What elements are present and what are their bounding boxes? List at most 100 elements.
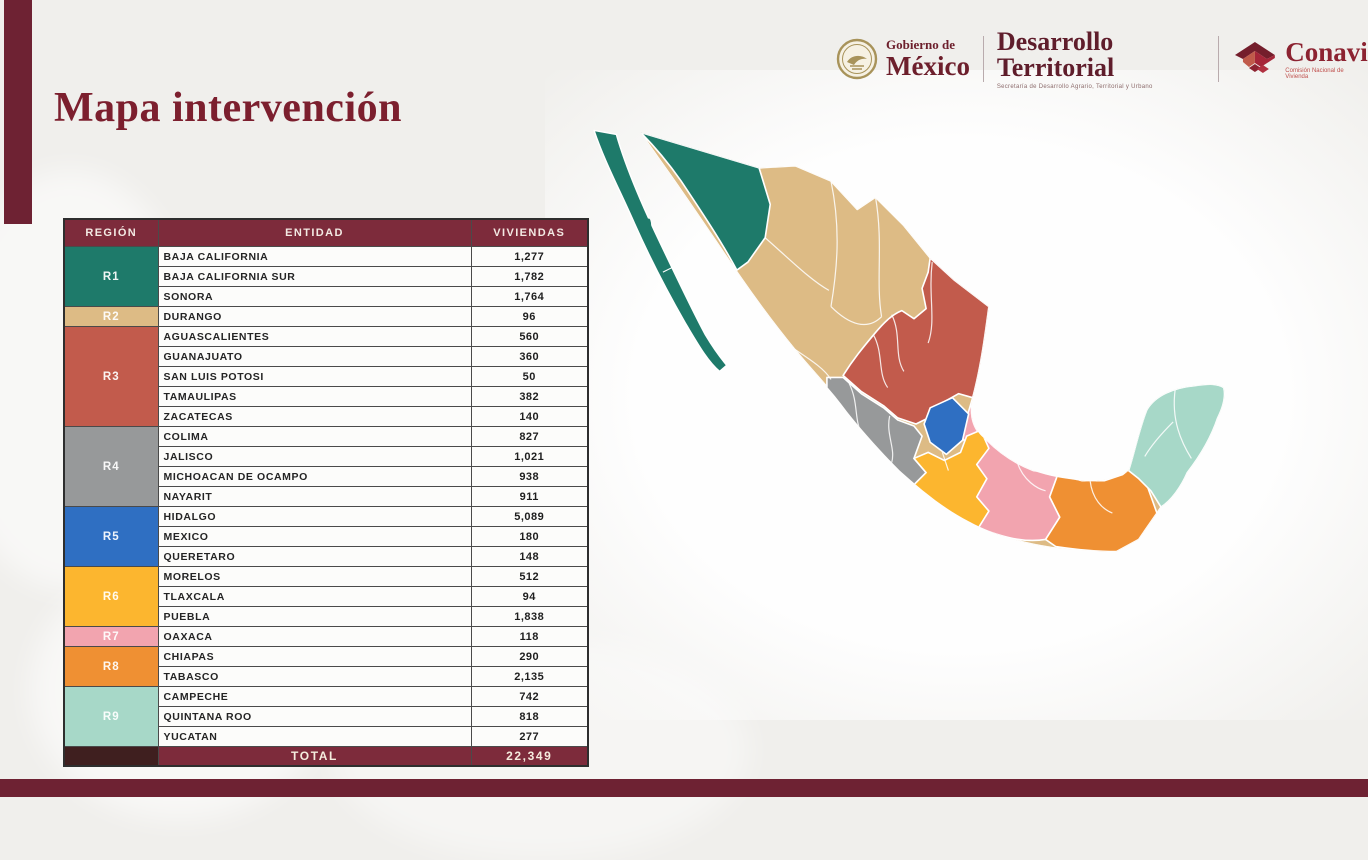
viviendas-cell: 560 <box>470 326 589 347</box>
entidad-cell: TLAXCALA <box>157 586 472 607</box>
viviendas-cell: 818 <box>470 706 589 727</box>
table-row: TABASCO 2,135 <box>64 666 589 687</box>
table-row: R1 BAJA CALIFORNIA 1,277 <box>63 246 589 307</box>
table-row: R4 COLIMA 827 <box>63 426 589 507</box>
entidad-cell: MORELOS <box>157 566 472 587</box>
viviendas-cell: 140 <box>470 406 589 427</box>
viviendas-cell: 1,277 <box>470 246 589 267</box>
left-accent-bar <box>4 0 32 224</box>
region-cell-r8: R8 <box>63 646 159 687</box>
region-cell-r4: R4 <box>63 426 159 507</box>
total-region-cell <box>63 746 159 766</box>
entidad-cell: TAMAULIPAS <box>157 386 472 407</box>
table-row: SONORA 1,764 <box>64 286 589 307</box>
viviendas-cell: 96 <box>470 306 589 327</box>
column-header-entidad: ENTIDAD <box>157 218 472 247</box>
entidad-cell: COLIMA <box>157 426 472 447</box>
table-row: BAJA CALIFORNIA SUR 1,782 <box>64 266 589 287</box>
table-row: R7 OAXACA 118 <box>63 626 589 647</box>
page-title: Mapa intervención <box>54 85 402 131</box>
table-row: R2 DURANGO 96 <box>63 306 589 327</box>
map-region-r1-sonora <box>640 132 772 271</box>
table-header-row: REGIÓN ENTIDAD VIVIENDAS <box>63 218 589 247</box>
column-header-region: REGIÓN <box>63 218 159 247</box>
entidad-cell: CAMPECHE <box>157 686 472 707</box>
viviendas-cell: 180 <box>470 526 589 547</box>
desarrollo-territorial-logo: Desarrollo Territorial Secretaría de Des… <box>996 26 1205 90</box>
state-border-lines <box>764 180 1192 514</box>
entidad-cell: BAJA CALIFORNIA <box>157 246 472 267</box>
conavi-subtitle: Comisión Nacional de Vivienda <box>1285 67 1344 80</box>
table-row: R5 HIDALGO 5,089 <box>63 506 589 567</box>
entidad-cell: SAN LUIS POTOSI <box>157 366 472 387</box>
conavi-title: Conavi <box>1285 36 1368 67</box>
table-row: NAYARIT 911 <box>64 486 589 507</box>
viviendas-cell: 94 <box>470 586 589 607</box>
viviendas-cell: 50 <box>470 366 589 387</box>
table-row: R8 CHIAPAS 290 <box>63 646 589 687</box>
table-row: GUANAJUATO 360 <box>64 346 589 367</box>
entidad-cell: PUEBLA <box>157 606 472 627</box>
map-baja-divider-line <box>662 263 680 273</box>
intervention-table: REGIÓN ENTIDAD VIVIENDAS R1 BAJA CALIFOR… <box>63 218 589 767</box>
table-row: QUINTANA ROO 818 <box>64 706 589 727</box>
eagle-seal-icon <box>836 38 878 80</box>
entidad-cell: MEXICO <box>157 526 472 547</box>
region-cell-r1: R1 <box>63 246 159 307</box>
map-region-r9-peninsula <box>1127 383 1225 508</box>
entidad-cell: TABASCO <box>157 666 472 687</box>
viviendas-cell: 2,135 <box>470 666 589 687</box>
entidad-cell: AGUASCALIENTES <box>157 326 472 347</box>
header-logos: Gobierno de México Desarrollo Territoria… <box>836 26 1368 90</box>
region-cell-r9: R9 <box>63 686 159 747</box>
column-header-viviendas: VIVIENDAS <box>470 218 589 247</box>
table-row: PUEBLA 1,838 <box>64 606 589 627</box>
viviendas-cell: 742 <box>470 686 589 707</box>
logo-divider <box>982 36 984 82</box>
bottom-accent-bar <box>0 779 1368 797</box>
entidad-cell: HIDALGO <box>157 506 472 527</box>
viviendas-cell: 148 <box>470 546 589 567</box>
entidad-cell: NAYARIT <box>157 486 472 507</box>
desarrollo-territorial-subtitle: Secretaría de Desarrollo Agrario, Territ… <box>996 83 1153 90</box>
table-row: TAMAULIPAS 382 <box>64 386 589 407</box>
map-island <box>646 218 652 233</box>
gobierno-de-mexico-logo: Gobierno de México <box>836 38 970 80</box>
viviendas-cell: 911 <box>470 486 589 507</box>
entidad-cell: BAJA CALIFORNIA SUR <box>157 266 472 287</box>
entidad-cell: QUINTANA ROO <box>157 706 472 727</box>
region-cell-r5: R5 <box>63 506 159 567</box>
logo-divider <box>1217 36 1219 82</box>
viviendas-cell: 118 <box>470 626 589 647</box>
conavi-roof-icon <box>1235 42 1276 73</box>
entidad-cell: QUERETARO <box>157 546 472 567</box>
viviendas-cell: 938 <box>470 466 589 487</box>
viviendas-cell: 827 <box>470 426 589 447</box>
region-cell-r6: R6 <box>63 566 159 627</box>
gobierno-label-top: Gobierno de <box>886 37 955 52</box>
viviendas-cell: 1,764 <box>470 286 589 307</box>
total-value: 22,349 <box>470 746 589 766</box>
viviendas-cell: 512 <box>470 566 589 587</box>
viviendas-cell: 5,089 <box>470 506 589 527</box>
entidad-cell: GUANAJUATO <box>157 346 472 367</box>
entidad-cell: ZACATECAS <box>157 406 472 427</box>
table-row: R3 AGUASCALIENTES 560 <box>63 326 589 427</box>
total-label: TOTAL <box>157 746 472 766</box>
viviendas-cell: 382 <box>470 386 589 407</box>
region-cell-r7: R7 <box>63 626 159 647</box>
entidad-cell: OAXACA <box>157 626 472 647</box>
table-row: TLAXCALA 94 <box>64 586 589 607</box>
entidad-cell: SONORA <box>157 286 472 307</box>
conavi-logo: Conavi Comisión Nacional de Vivienda <box>1231 38 1368 80</box>
desarrollo-territorial-title: Desarrollo Territorial <box>996 26 1115 82</box>
entidad-cell: CHIAPAS <box>157 646 472 667</box>
viviendas-cell: 277 <box>470 726 589 747</box>
table-row: R6 MORELOS 512 <box>63 566 589 627</box>
viviendas-cell: 1,782 <box>470 266 589 287</box>
entidad-cell: MICHOACAN DE OCAMPO <box>157 466 472 487</box>
region-cell-r3: R3 <box>63 326 159 427</box>
entidad-cell: YUCATAN <box>157 726 472 747</box>
viviendas-cell: 360 <box>470 346 589 367</box>
table-row: ZACATECAS 140 <box>64 406 589 427</box>
